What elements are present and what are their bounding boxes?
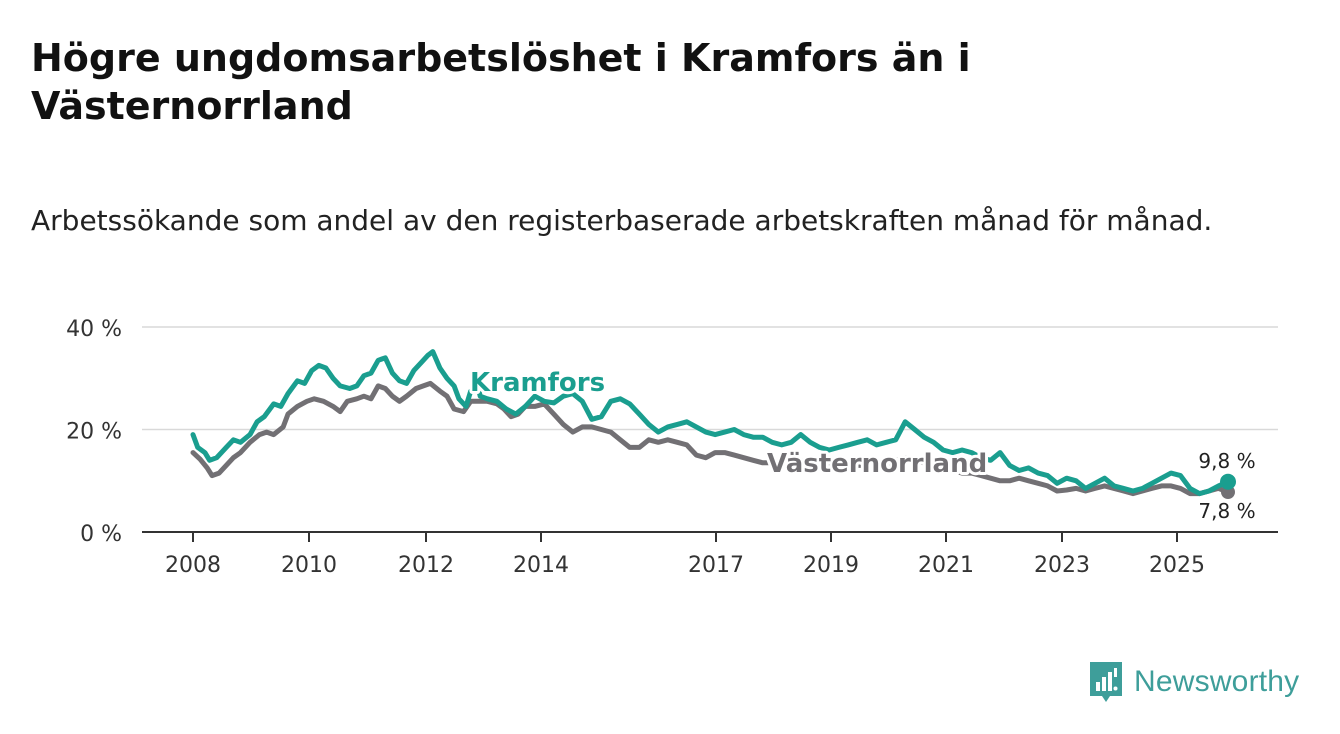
brand-logo: Newsworthy: [1088, 660, 1299, 704]
series-line-kramfors: [190, 349, 1231, 497]
end-label-kramfors: 9,8 %: [1198, 449, 1255, 473]
x-tick-label: 2014: [513, 553, 569, 578]
y-tick-label: 20 %: [66, 420, 122, 445]
series-line-västernorrland: [190, 380, 1231, 497]
chart-title: Högre ungdomsarbetslöshet i Kramfors än …: [31, 36, 971, 128]
bar-chart-logo-icon: [1090, 662, 1122, 702]
y-tick-label: 0 %: [80, 522, 122, 547]
chart-subtitle: Arbetssökande som andel av den registerb…: [31, 204, 1213, 237]
x-tick-label: 2010: [281, 553, 337, 578]
x-tick-label: 2025: [1149, 553, 1205, 578]
y-tick-label: 40 %: [66, 317, 122, 342]
x-tick-label: 2019: [803, 553, 859, 578]
x-tick-label: 2023: [1034, 553, 1090, 578]
x-tick-label: 2012: [398, 553, 454, 578]
x-tick-label: 2021: [918, 553, 974, 578]
end-label-vasternorrland: 7,8 %: [1198, 499, 1255, 523]
annotation-vasternorrland-halo: Västernorrland: [767, 449, 987, 479]
annotation-kramfors: Kramfors: [470, 368, 605, 398]
x-tick-label: 2008: [165, 553, 221, 578]
x-tick-label: 2017: [688, 553, 744, 578]
brand-name: Newsworthy: [1134, 665, 1300, 698]
end-marker-kramfors: [1220, 473, 1236, 490]
annotation-vasternorrland: Västernorrland: [767, 449, 987, 479]
annotation-kramfors-halo: Kramfors: [470, 368, 605, 398]
